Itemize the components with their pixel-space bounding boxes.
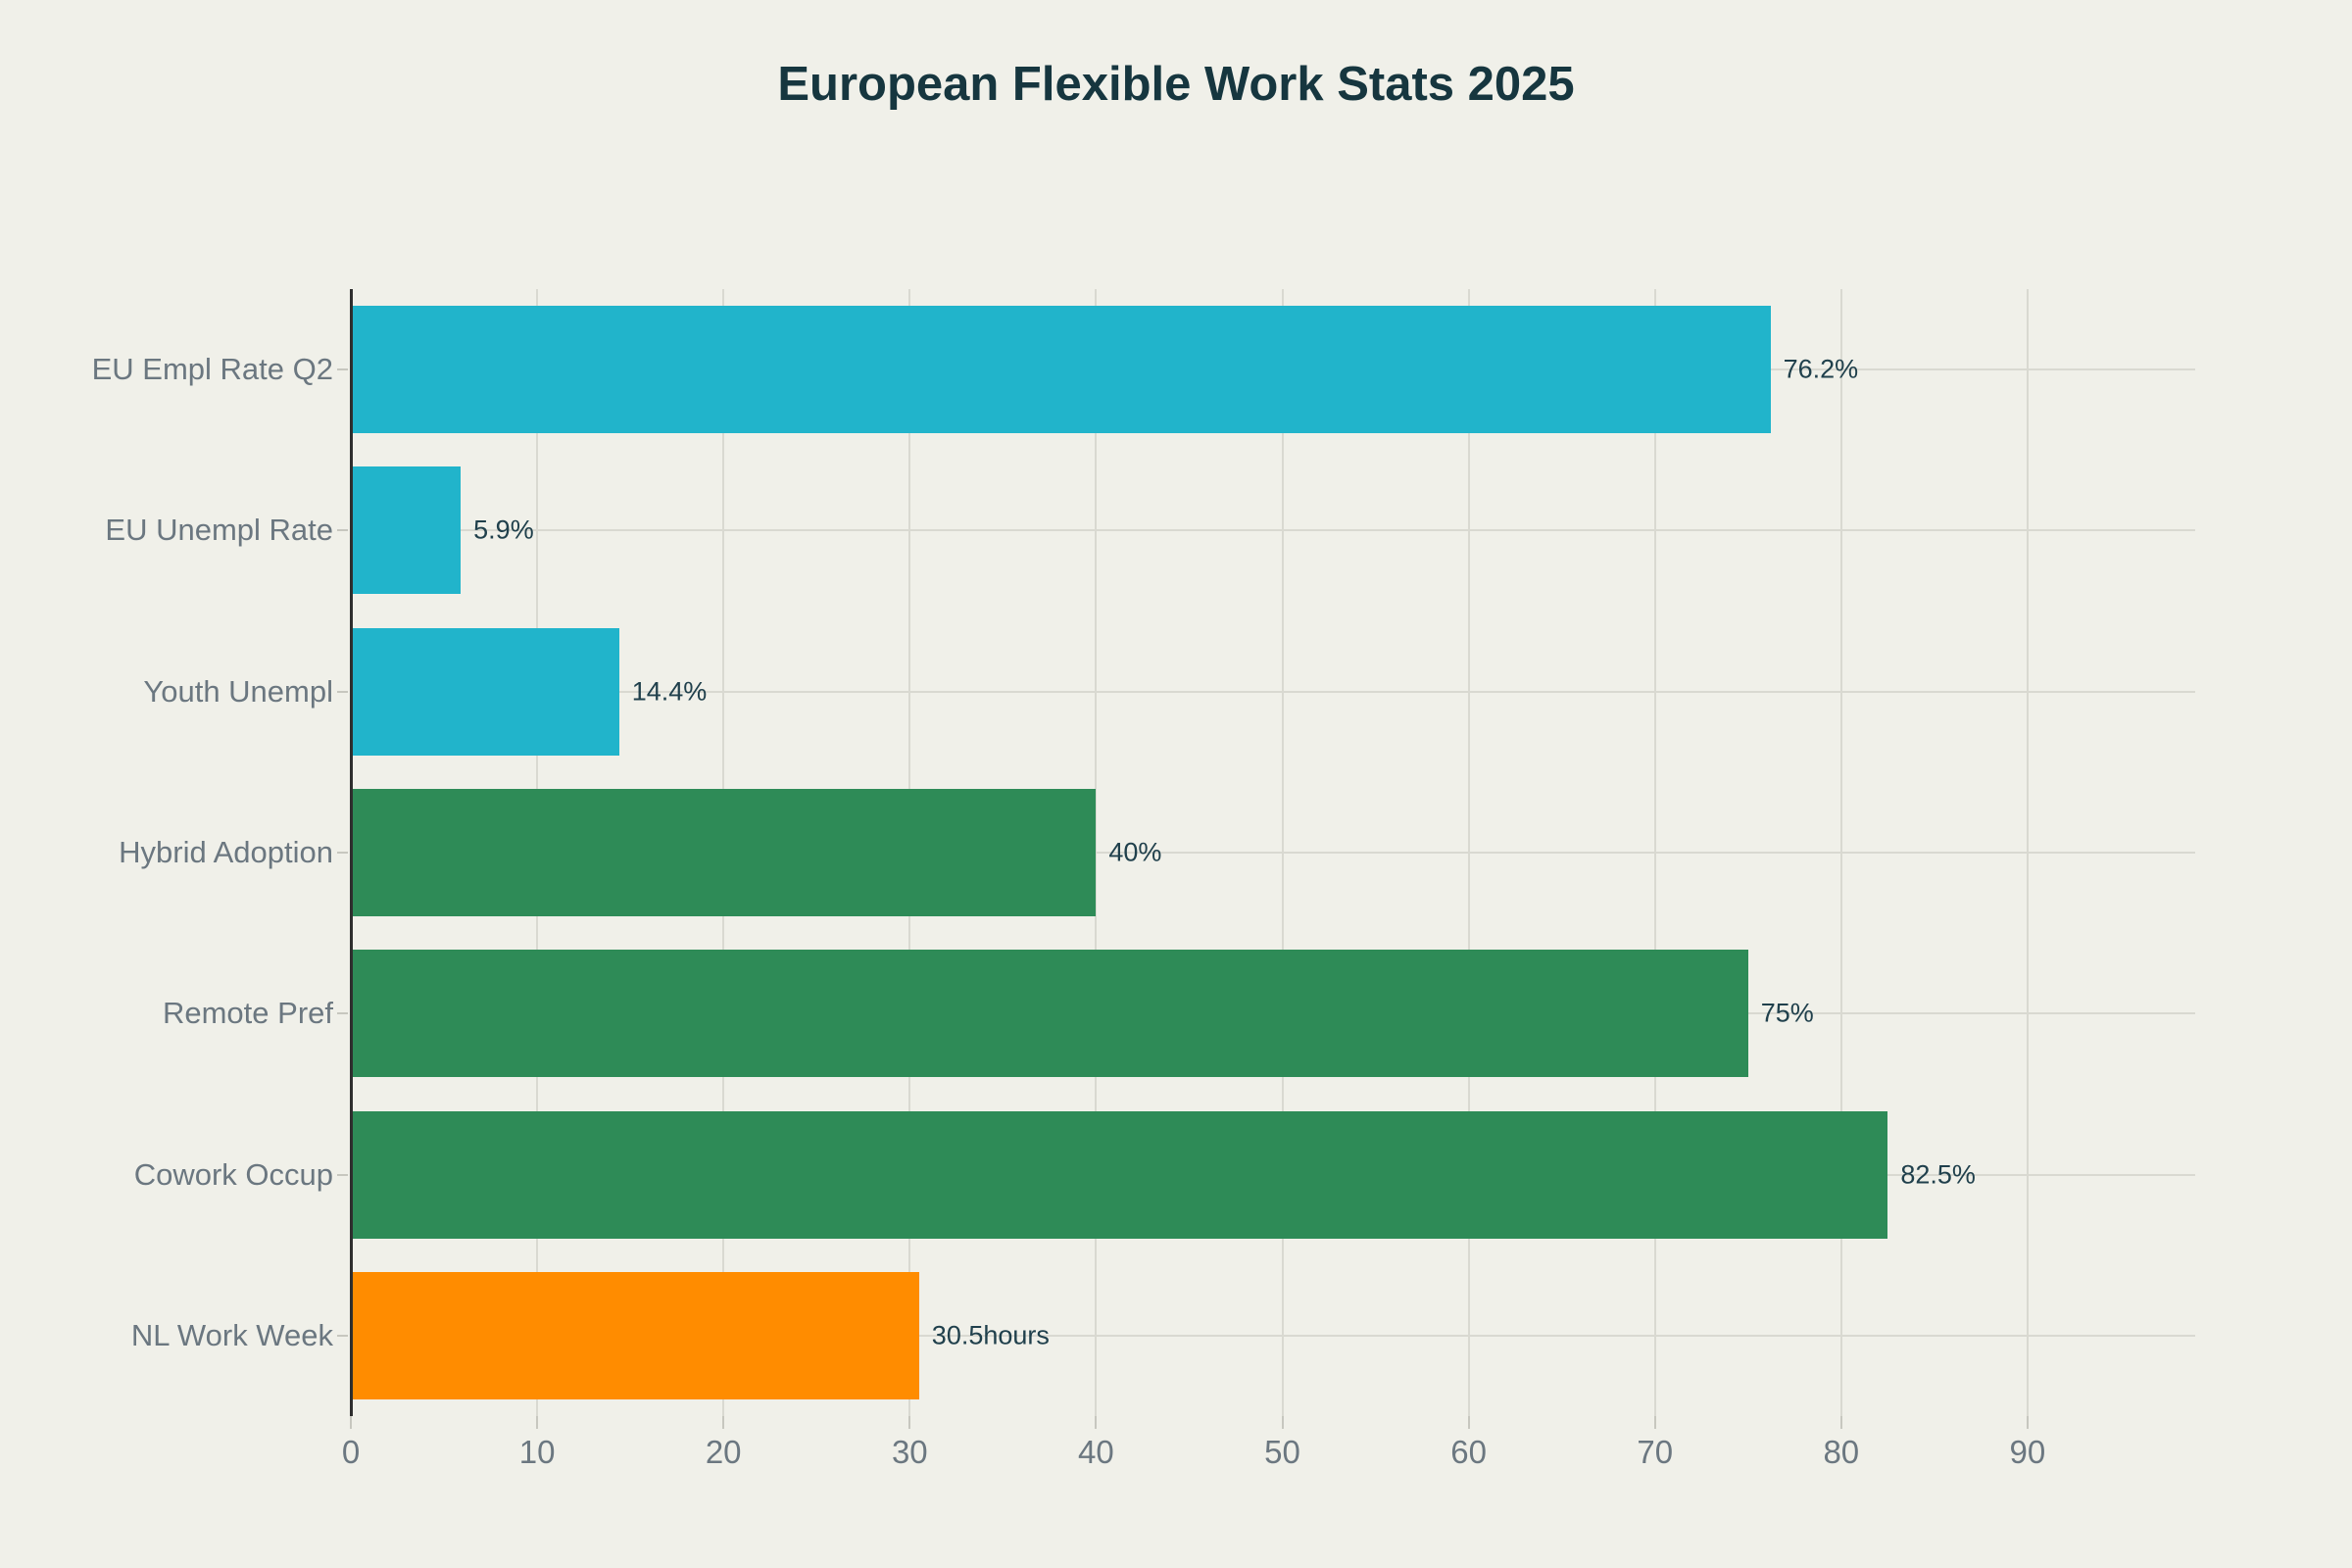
category-label-nl-work-week: NL Work Week: [130, 1317, 333, 1352]
x-tick-label-50: 50: [1264, 1434, 1300, 1470]
category-label-eu-unempl-rate: EU Unempl Rate: [105, 513, 333, 548]
value-label-cowork-occup: 82.5%: [1900, 1159, 1976, 1190]
x-tick-40: [1095, 1416, 1098, 1429]
y-axis-labels: EU Empl Rate Q2 EU Unempl Rate Youth Unemp…: [0, 289, 333, 1416]
gridline-y-nl-work-week: [351, 1334, 2195, 1337]
x-tick-label-60: 60: [1450, 1434, 1487, 1470]
y-tick-eu-empl-rate-q2: [337, 368, 348, 371]
bar-youth-unempl[interactable]: [351, 627, 619, 756]
x-tick-label-90: 90: [2009, 1434, 2046, 1470]
bar-nl-work-week[interactable]: [351, 1271, 919, 1399]
y-tick-hybrid-adoption: [337, 852, 348, 854]
x-tick-label-70: 70: [1637, 1434, 1674, 1470]
value-label-eu-empl-rate-q2: 76.2%: [1783, 354, 1859, 384]
bar-eu-empl-rate-q2[interactable]: [351, 306, 1771, 434]
y-tick-cowork-occup: [337, 1173, 348, 1176]
gridline-y-eu-unempl-rate: [351, 529, 2195, 532]
bar-remote-pref[interactable]: [351, 950, 1748, 1078]
value-label-eu-unempl-rate: 5.9%: [473, 514, 534, 545]
x-tick-20: [722, 1416, 725, 1429]
x-tick-80: [1839, 1416, 1842, 1429]
bar-hybrid-adoption[interactable]: [351, 789, 1097, 916]
category-label-eu-empl-rate-q2: EU Empl Rate Q2: [91, 352, 333, 387]
category-label-cowork-occup: Cowork Occup: [133, 1156, 333, 1192]
x-tick-label-30: 30: [891, 1434, 928, 1470]
gridline-y-youth-unempl: [351, 690, 2195, 693]
y-tick-nl-work-week: [337, 1334, 348, 1337]
x-tick-10: [536, 1416, 539, 1429]
value-label-youth-unempl: 14.4%: [631, 676, 708, 707]
x-axis: 0 10 20 30 40 50 60 70 80 90: [342, 1416, 2195, 1524]
bar-eu-unempl-rate[interactable]: [351, 466, 462, 595]
x-tick-label-40: 40: [1078, 1434, 1114, 1470]
category-label-remote-pref: Remote Pref: [162, 996, 333, 1031]
chart-title: European Flexible Work Stats 2025: [777, 58, 1575, 111]
category-label-youth-unempl: Youth Unempl: [143, 673, 333, 709]
value-label-remote-pref: 75%: [1760, 998, 1814, 1028]
x-tick-label-0: 0: [341, 1434, 361, 1470]
gridline-y-hybrid-adoption: [351, 852, 2195, 854]
plot-area: 76.2% 5.9% 14.4% 40% 75% 82.5% 30.5hours: [337, 289, 2195, 1416]
value-label-nl-work-week: 30.5hours: [931, 1320, 1050, 1350]
category-label-hybrid-adoption: Hybrid Adoption: [119, 835, 333, 869]
x-tick-60: [1467, 1416, 1470, 1429]
x-tick-90: [2026, 1416, 2029, 1429]
x-tick-label-80: 80: [1823, 1434, 1860, 1470]
y-axis-line: [350, 289, 353, 1416]
y-tick-youth-unempl: [337, 690, 348, 693]
x-tick-50: [1281, 1416, 1284, 1429]
y-tick-eu-unempl-rate: [337, 529, 348, 532]
x-tick-label-20: 20: [705, 1434, 742, 1470]
x-tick-70: [1653, 1416, 1656, 1429]
value-label-hybrid-adoption: 40%: [1108, 837, 1162, 867]
x-tick-label-10: 10: [518, 1434, 556, 1470]
x-tick-0: [350, 1416, 352, 1429]
x-tick-30: [908, 1416, 911, 1429]
bar-cowork-occup[interactable]: [351, 1110, 1888, 1239]
y-tick-remote-pref: [337, 1012, 348, 1015]
